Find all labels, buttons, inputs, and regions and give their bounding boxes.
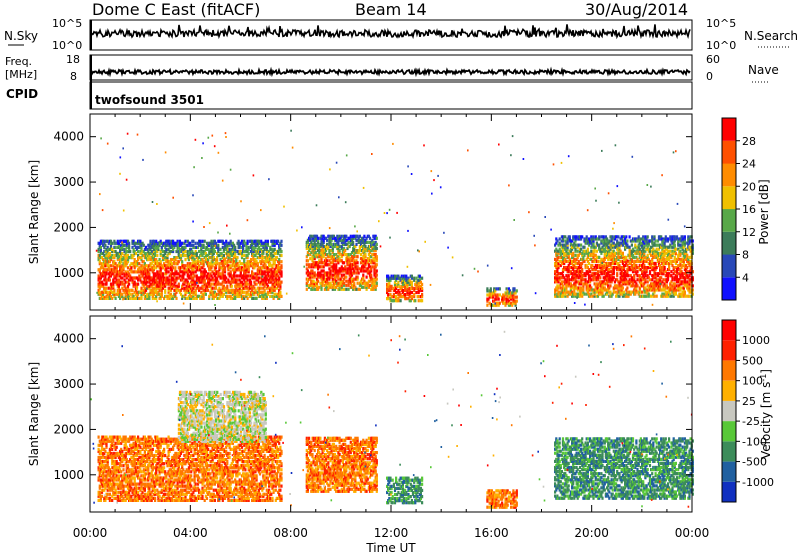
colorbar-swatch	[722, 254, 736, 278]
colorbar-tick-label: 24	[742, 158, 756, 171]
scatter-region-0	[97, 435, 283, 502]
nave-label: Nave	[748, 63, 779, 77]
velocity-heatmap-data	[90, 330, 694, 509]
time-tick: 04:00	[173, 526, 208, 540]
colorbar-tick-label: -500	[742, 456, 767, 469]
date-title: 30/Aug/2014	[585, 0, 688, 19]
colorbar-swatch	[722, 461, 736, 482]
colorbar-swatch	[722, 400, 736, 422]
colorbar-swatch	[722, 163, 736, 187]
scatter-region-1	[305, 234, 378, 291]
time-tick-labels: 00:00 04:00 08:00 12:00 16:00 20:00 00:00	[73, 526, 710, 540]
scatter-region-4	[486, 489, 518, 509]
scatter-region-0	[97, 239, 283, 300]
scatter-region-3	[486, 287, 518, 307]
colorbar-swatch	[722, 186, 736, 210]
colorbar-swatch	[722, 421, 736, 442]
cpid-strip-frame	[89, 81, 693, 110]
power-ylabel: Slant Range [km]	[27, 160, 41, 264]
nsky-tick-top: 10^5	[52, 17, 82, 30]
scatter-region-2	[386, 274, 424, 303]
nsky-label: N.Sky	[4, 29, 38, 43]
colorbar-swatch	[722, 481, 736, 502]
time-tick: 08:00	[273, 526, 308, 540]
velocity-colorbar-label: Velocity [m s-1]	[759, 369, 774, 459]
velocity-ylabel: Slant Range [km]	[27, 362, 41, 466]
freq-tick-top: 18	[66, 53, 80, 66]
nave-tick-bottom: 0	[706, 70, 713, 83]
time-tick: 20:00	[574, 526, 609, 540]
y-tick-label: 2000	[53, 220, 84, 234]
nsky-trace	[90, 20, 691, 50]
power-heatmap-data	[95, 129, 694, 307]
colorbar-swatch	[722, 209, 736, 232]
velocity-colorbar: 1000 500 100 25 -25 -100 -500 -1000	[721, 319, 774, 503]
colorbar-tick-label: 1000	[742, 334, 770, 347]
colorbar-swatch	[722, 380, 736, 401]
time-tick: 16:00	[474, 526, 509, 540]
y-tick-label: 4000	[53, 332, 84, 346]
scatter-region-2	[305, 436, 378, 493]
nsearch-tick-top: 10^5	[706, 17, 736, 30]
colorbar-swatch	[722, 320, 736, 341]
y-tick-label: 3000	[53, 175, 84, 189]
power-colorbar-label: Power [dB]	[757, 179, 771, 244]
colorbar-tick-label: 8	[742, 249, 749, 262]
velocity-axes: 1000 2000 3000 4000	[53, 316, 693, 512]
beam-title: Beam 14	[355, 0, 427, 19]
colorbar-tick-label: 500	[742, 354, 763, 367]
y-tick-label: 1000	[53, 266, 84, 280]
colorbar-tick-label: 4	[742, 271, 749, 284]
colorbar-swatch	[722, 140, 736, 164]
colorbar-tick-label: 100	[742, 375, 763, 388]
nsearch-tick-bottom: 10^0	[706, 39, 736, 52]
nsky-trace-line	[90, 24, 691, 40]
nave-tick-top: 60	[706, 53, 720, 66]
colorbar-tick-label: 12	[742, 226, 756, 239]
cpid-text: twofsound 3501	[95, 93, 204, 107]
colorbar-tick-label: -100	[742, 435, 767, 448]
scatter-region-3	[386, 476, 424, 505]
colorbar-swatch	[722, 231, 736, 255]
freq-unit: [MHz]	[5, 68, 37, 81]
nsky-tick-bottom: 10^0	[52, 39, 82, 52]
colorbar-tick-label: 20	[742, 180, 756, 193]
scatter-region-4	[554, 235, 694, 298]
colorbar-swatch	[722, 277, 736, 301]
station-title: Dome C East (fitACF)	[92, 0, 260, 19]
freq-tick-bottom: 8	[70, 70, 77, 83]
colorbar-swatch	[722, 360, 736, 381]
colorbar-tick-label: -25	[742, 415, 760, 428]
time-axis-label: Time UT	[365, 541, 416, 554]
freq-label: Freq.	[5, 55, 32, 68]
y-tick-label: 3000	[53, 377, 84, 391]
power-colorbar: 4 8 12 16 20 24 28	[721, 117, 756, 301]
scatter-region-5	[554, 437, 694, 500]
scatter-region-1	[177, 390, 267, 443]
power-axes: 1000 2000 3000 4000	[53, 114, 693, 310]
time-tick: 00:00	[73, 526, 108, 540]
freq-trace-line	[90, 66, 691, 78]
y-tick-label: 1000	[53, 468, 84, 482]
colorbar-tick-label: 28	[742, 135, 756, 148]
y-tick-label: 4000	[53, 130, 84, 144]
nsearch-label: N.Search	[744, 29, 798, 43]
colorbar-tick-label: -1000	[742, 476, 774, 489]
colorbar-tick-label: 16	[742, 203, 756, 216]
time-tick: 12:00	[374, 526, 409, 540]
time-tick: 00:00	[675, 526, 710, 540]
freq-strip-frame	[89, 54, 693, 81]
colorbar-tick-label: 25	[742, 395, 756, 408]
y-tick-label: 2000	[53, 422, 84, 436]
cpid-label: CPID	[6, 87, 38, 101]
colorbar-swatch	[722, 441, 736, 462]
sparse-echoes	[95, 129, 686, 306]
colorbar-swatch	[722, 118, 736, 141]
colorbar-swatch	[722, 340, 736, 361]
sparse-echoes	[90, 330, 693, 508]
